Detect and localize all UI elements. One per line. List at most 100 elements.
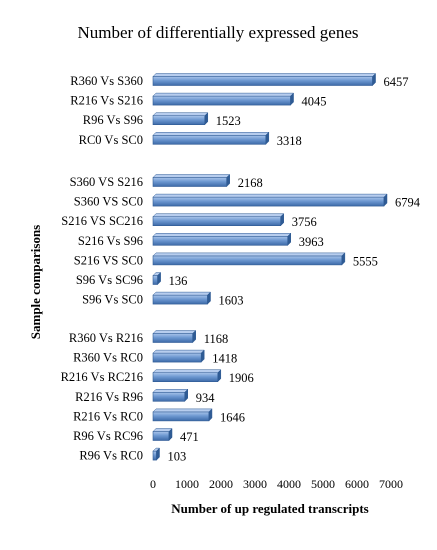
data-label: 1168 bbox=[204, 332, 229, 346]
bar-top-face bbox=[152, 92, 295, 97]
category-label: R216 Vs S216 bbox=[70, 94, 143, 108]
category-label: S360 VS SC0 bbox=[74, 195, 143, 209]
x-tick-label: 6000 bbox=[345, 477, 369, 491]
bar-end-face bbox=[341, 252, 346, 266]
bar-end-face bbox=[208, 408, 213, 422]
category-label: S216 VS SC0 bbox=[74, 253, 143, 267]
bar bbox=[152, 177, 228, 187]
data-label: 6794 bbox=[395, 196, 421, 210]
bar-top-face bbox=[152, 408, 213, 413]
bar-top-face bbox=[152, 369, 222, 373]
category-label: S216 Vs S96 bbox=[78, 234, 143, 248]
bar bbox=[152, 196, 385, 207]
bar bbox=[152, 372, 219, 383]
category-label: R360 Vs S360 bbox=[70, 74, 143, 88]
data-label: 6457 bbox=[384, 75, 409, 89]
category-label: S96 Vs SC96 bbox=[76, 273, 143, 287]
bar-top-face bbox=[152, 233, 292, 237]
bar-end-face bbox=[287, 232, 291, 246]
bar-end-face bbox=[168, 427, 173, 442]
bar-end-face bbox=[383, 193, 388, 207]
category-label: R360 Vs R216 bbox=[69, 331, 143, 345]
bar-end-face bbox=[192, 329, 196, 344]
x-tick-label: 5000 bbox=[311, 477, 335, 491]
bar-end-face bbox=[372, 72, 376, 87]
category-label: S96 Vs SC0 bbox=[82, 293, 143, 307]
bar bbox=[152, 216, 282, 226]
bar bbox=[152, 352, 202, 363]
bar bbox=[152, 294, 208, 305]
x-tick-label: 0 bbox=[150, 477, 156, 491]
bar bbox=[152, 431, 170, 441]
bar-top-face bbox=[152, 193, 388, 198]
data-label: 1603 bbox=[219, 294, 244, 308]
bar bbox=[152, 411, 210, 422]
x-axis-title: Number of up regulated transcripts bbox=[171, 501, 368, 516]
data-label: 2168 bbox=[238, 176, 263, 190]
bar-end-face bbox=[265, 131, 270, 145]
category-label: R96 Vs RC96 bbox=[73, 429, 143, 443]
data-label: 3318 bbox=[277, 134, 302, 148]
x-tick-label: 2000 bbox=[209, 477, 233, 491]
category-label: S216 VS SC216 bbox=[61, 214, 143, 228]
bar bbox=[152, 255, 343, 266]
bar-top-face bbox=[152, 291, 212, 296]
bar bbox=[152, 391, 186, 402]
x-tick-label: 7000 bbox=[379, 477, 403, 491]
category-label: R360 Vs RC0 bbox=[73, 351, 143, 365]
bar bbox=[152, 236, 289, 246]
bar bbox=[152, 450, 157, 461]
category-label: RC0 Vs SC0 bbox=[79, 133, 143, 147]
bar-top-face bbox=[152, 330, 197, 334]
bar-top-face bbox=[152, 132, 270, 136]
data-label: 136 bbox=[169, 274, 188, 288]
category-label: R96 Vs RC0 bbox=[79, 449, 143, 463]
category-label: S360 VS S216 bbox=[70, 175, 143, 189]
y-axis-title: Sample comparisons bbox=[28, 225, 43, 339]
bar-top-face bbox=[152, 112, 209, 116]
bar-end-face bbox=[217, 369, 222, 383]
data-label: 5555 bbox=[353, 254, 378, 268]
bar-end-face bbox=[226, 173, 230, 188]
bar-end-face bbox=[200, 349, 205, 363]
x-tick-label: 3000 bbox=[243, 477, 267, 491]
bar-top-face bbox=[152, 252, 346, 257]
bar bbox=[152, 76, 373, 86]
category-label: R216 Vs R96 bbox=[75, 390, 143, 404]
data-label: 3963 bbox=[299, 235, 324, 249]
bar-top-face bbox=[152, 349, 205, 354]
plot-area: R360 Vs S360 6457 R216 Vs S216 4045 R96 Vs S… bbox=[61, 72, 421, 491]
bar-end-face bbox=[207, 291, 211, 305]
bar bbox=[152, 135, 267, 145]
bar-end-face bbox=[157, 271, 161, 286]
bar-top-face bbox=[152, 213, 285, 217]
bar-top-face bbox=[152, 73, 377, 77]
bar bbox=[152, 115, 206, 125]
bar-end-face bbox=[156, 447, 160, 461]
category-label: R216 Vs RC0 bbox=[73, 409, 143, 423]
category-label: R96 Vs S96 bbox=[83, 113, 143, 127]
data-label: 1523 bbox=[216, 114, 241, 128]
bar-end-face bbox=[290, 92, 294, 106]
data-label: 471 bbox=[180, 430, 199, 444]
bar-top-face bbox=[152, 174, 231, 178]
data-label: 3756 bbox=[292, 215, 317, 229]
data-label: 1418 bbox=[212, 352, 237, 366]
data-label: 1646 bbox=[220, 410, 245, 424]
category-label: R216 Vs RC216 bbox=[61, 370, 143, 384]
bar bbox=[152, 333, 194, 343]
bar-end-face bbox=[204, 112, 209, 126]
bar bbox=[152, 95, 291, 106]
chart-title: Number of differentially expressed genes bbox=[77, 23, 358, 42]
bar-end-face bbox=[280, 213, 284, 227]
bar bbox=[152, 275, 158, 285]
x-tick-label: 4000 bbox=[277, 477, 301, 491]
data-label: 934 bbox=[196, 391, 216, 405]
data-label: 4045 bbox=[302, 95, 327, 109]
data-label: 103 bbox=[168, 450, 187, 464]
x-tick-label: 1000 bbox=[175, 477, 199, 491]
bar-top-face bbox=[152, 389, 189, 393]
data-label: 1906 bbox=[229, 371, 254, 385]
